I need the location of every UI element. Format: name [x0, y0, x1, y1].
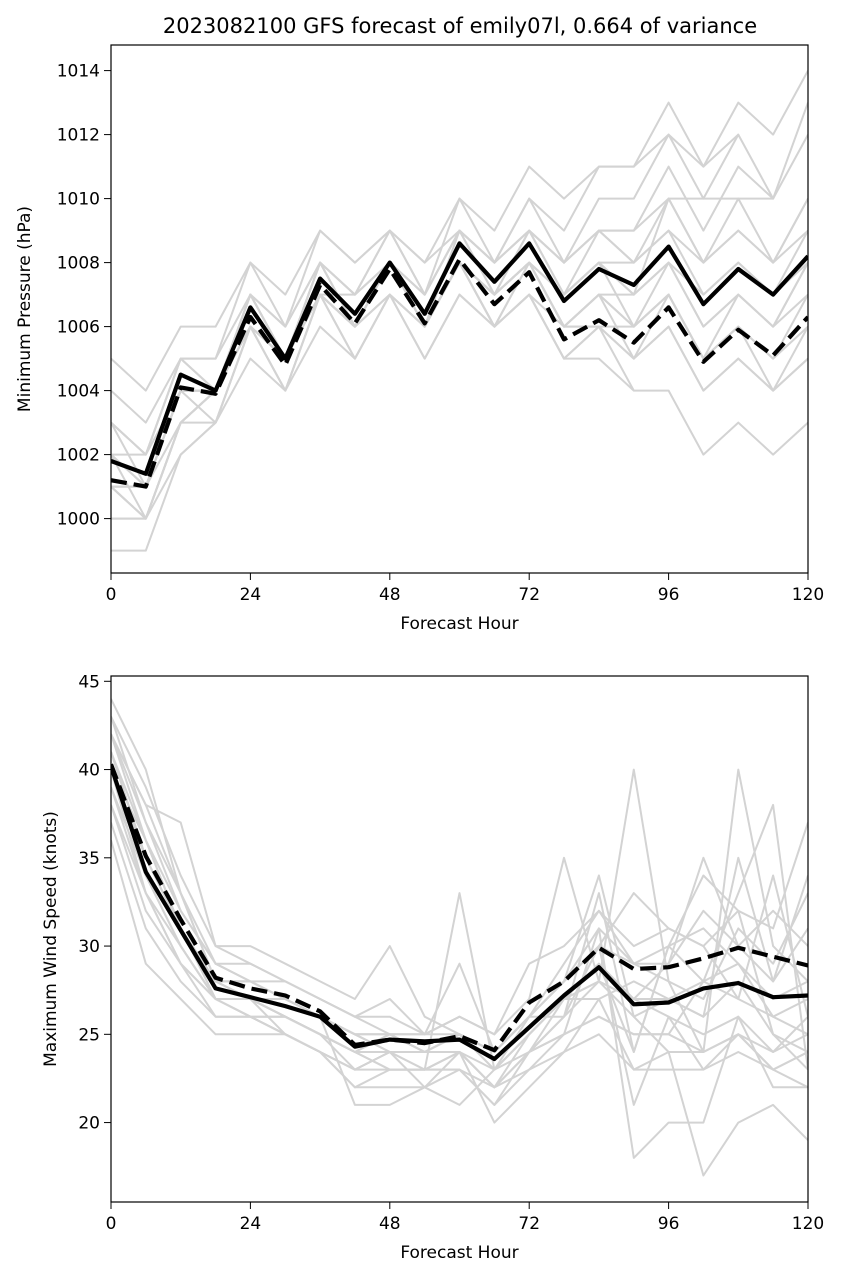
y-tick-label: 25: [78, 1025, 100, 1045]
x-tick-label: 48: [379, 585, 401, 605]
y-tick-label: 1012: [57, 126, 100, 146]
x-axis-label: Forecast Hour: [400, 1243, 518, 1263]
ensemble-member-line: [111, 229, 808, 392]
y-axis-label: Maximum Wind Speed (knots): [41, 811, 61, 1067]
solid-highlight-line: [111, 765, 808, 1062]
ensemble-member-line: [111, 229, 808, 520]
y-tick-label: 1004: [57, 382, 100, 402]
y-tick-label: 1008: [57, 254, 100, 274]
ensemble-member-line: [111, 716, 808, 1036]
y-tick-label: 20: [78, 1114, 100, 1134]
chart-title: 2023082100 GFS forecast of emily07l, 0.6…: [163, 14, 757, 38]
x-tick-label: 72: [518, 585, 540, 605]
x-tick-label: 24: [240, 585, 262, 605]
pressure-x-axis: 0 24 48 72 96 120: [106, 573, 824, 605]
dashed-highlight-line: [111, 257, 808, 489]
x-tick-label: 24: [240, 1214, 262, 1234]
y-axis-label: Minimum Pressure (hPa): [15, 206, 35, 412]
ensemble-member-line: [111, 804, 808, 1106]
ensemble-member-line: [111, 804, 808, 1089]
wind-series: [111, 698, 808, 1177]
y-tick-label: 1014: [57, 62, 100, 82]
x-tick-label: 96: [658, 585, 680, 605]
solid-highlight-line: [111, 241, 808, 476]
x-tick-label: 96: [658, 1214, 680, 1234]
pressure-y-axis: 1000 1002 1004 1006 1008 1010 1012 1014: [57, 62, 111, 530]
y-tick-label: 45: [78, 672, 100, 692]
ensemble-member-line: [111, 733, 808, 1071]
x-tick-label: 0: [106, 585, 117, 605]
y-tick-label: 1006: [57, 318, 100, 338]
ensemble-member-line: [111, 293, 808, 520]
y-tick-label: 1010: [57, 190, 100, 210]
ensemble-member-line: [111, 733, 808, 1053]
x-tick-label: 0: [106, 1214, 117, 1234]
wind-y-axis: 20 25 30 35 40 45: [78, 672, 111, 1134]
pressure-panel: 2023082100 GFS forecast of emily07l, 0.6…: [15, 14, 824, 634]
ensemble-member-line: [111, 733, 808, 1071]
dashed-highlight-line: [111, 763, 808, 1053]
wind-x-axis: 0 24 48 72 96 120: [106, 1202, 824, 1234]
x-tick-label: 72: [518, 1214, 540, 1234]
y-tick-label: 30: [78, 937, 100, 957]
ensemble-member-line: [111, 229, 808, 520]
x-tick-label: 120: [792, 585, 824, 605]
wind-plot-frame: [110, 675, 809, 1203]
y-tick-label: 40: [78, 761, 100, 781]
y-tick-label: 1002: [57, 446, 100, 466]
ensemble-member-line: [111, 769, 808, 1071]
x-axis-label: Forecast Hour: [400, 614, 518, 634]
y-tick-label: 35: [78, 849, 100, 869]
x-tick-label: 120: [792, 1214, 824, 1234]
ensemble-member-line: [111, 293, 808, 520]
ensemble-member-line: [111, 230, 808, 520]
pressure-plot-frame: [110, 44, 809, 574]
y-tick-label: 1000: [57, 510, 100, 530]
ensemble-member-line: [111, 786, 808, 1124]
x-tick-label: 48: [379, 1214, 401, 1234]
pressure-series: [111, 70, 808, 552]
ensemble-member-line: [111, 769, 808, 1053]
